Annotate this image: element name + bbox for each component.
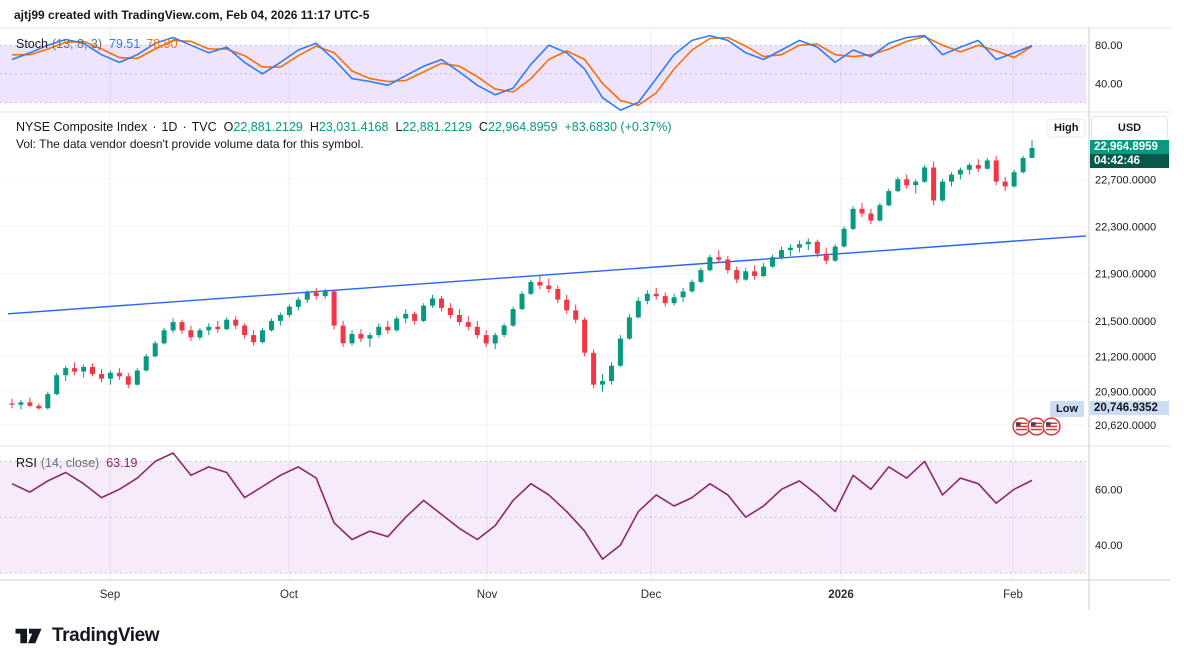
stoch-k-value: 79.51 — [109, 37, 141, 51]
legend-separator: · — [182, 120, 187, 134]
change-value: +83.6830 (+0.37%) — [564, 120, 672, 134]
svg-text:20,620.0000: 20,620.0000 — [1095, 420, 1156, 432]
chart-canvas[interactable]: 22,700.0000 22,300.0000 21,900.0000 21,500.… — [0, 0, 1184, 612]
rsi-params: (14, close) — [40, 456, 100, 470]
bar-countdown: 04:42:46 — [1090, 154, 1169, 168]
low-letter: L — [395, 120, 403, 134]
last-price-badge: 22,964.8959 04:42:46 — [1090, 140, 1169, 168]
symbol-exchange: TVC — [191, 120, 217, 134]
svg-text:60.00: 60.00 — [1095, 484, 1123, 496]
open-value: 22,881.2129 — [233, 120, 303, 134]
footer-branding: TradingView — [14, 623, 160, 649]
close-value: 22,964.8959 — [487, 120, 558, 134]
svg-text:Sep: Sep — [100, 589, 120, 601]
svg-text:40.00: 40.00 — [1095, 540, 1123, 552]
svg-text:80.00: 80.00 — [1095, 40, 1123, 52]
rsi-value: 63.19 — [106, 456, 138, 470]
svg-text:40.00: 40.00 — [1095, 78, 1123, 90]
rsi-indicator-legend[interactable]: RSI (14, close) 63.19 — [16, 456, 137, 470]
low-marker-chip: Low — [1050, 400, 1084, 417]
svg-text:Dec: Dec — [641, 589, 662, 601]
rsi-line — [11, 452, 1033, 560]
stoch-name[interactable]: Stoch — [16, 37, 48, 51]
brand-wordmark: TradingView — [52, 625, 160, 646]
grid — [0, 28, 1086, 580]
svg-text:Feb: Feb — [1003, 589, 1023, 601]
high-letter: H — [309, 120, 319, 134]
rsi-panel — [0, 452, 1086, 574]
high-value: 23,031.4168 — [318, 120, 389, 134]
snapshot-attribution: ajtj99 created with TradingView.com, Feb… — [14, 8, 370, 22]
symbol-legend[interactable]: NYSE Composite Index · 1D · TVC O22,881.2129 H… — [16, 120, 671, 134]
economic-event-flags[interactable] — [1012, 417, 1061, 436]
symbol-interval[interactable]: 1D — [161, 120, 178, 134]
price-axis[interactable] — [1089, 28, 1170, 580]
svg-text:21,200.0000: 21,200.0000 — [1095, 351, 1156, 363]
svg-text:Oct: Oct — [280, 589, 299, 601]
tradingview-logo-icon[interactable] — [14, 623, 44, 649]
legend-separator: · — [152, 120, 157, 134]
trend-line — [7, 235, 1087, 315]
svg-text:Nov: Nov — [477, 589, 498, 601]
currency-label[interactable]: USD — [1091, 116, 1168, 141]
stoch-k-line — [11, 34, 1033, 111]
us-flag-icon[interactable] — [1042, 417, 1061, 436]
svg-text:21,900.0000: 21,900.0000 — [1095, 269, 1156, 281]
low-value: 22,881.2129 — [402, 120, 472, 134]
low-price-badge: 20,746.9352 — [1090, 400, 1169, 415]
stoch-params: (13, 8, 3) — [51, 37, 102, 51]
svg-text:20,900.0000: 20,900.0000 — [1095, 387, 1156, 399]
open-letter: O — [223, 120, 234, 134]
symbol-title[interactable]: NYSE Composite Index — [16, 120, 148, 134]
stoch-indicator-legend[interactable]: Stoch (13, 8, 3) 79.51 78.90 — [16, 37, 178, 51]
stoch-d-value: 78.90 — [146, 37, 178, 51]
svg-text:21,500.0000: 21,500.0000 — [1095, 316, 1156, 328]
close-letter: C — [478, 120, 488, 134]
time-axis[interactable] — [0, 581, 1089, 610]
axis-labels: 22,700.0000 22,300.0000 21,900.0000 21,500.… — [100, 40, 1156, 601]
volume-unavailable-note: Vol: The data vendor doesn't provide vol… — [16, 137, 364, 151]
high-marker-chip: High — [1048, 120, 1085, 136]
panel-frame — [0, 27, 1170, 610]
svg-text:2026: 2026 — [828, 589, 854, 601]
stoch-panel — [0, 34, 1086, 111]
price-panel — [7, 140, 1087, 410]
last-price-value: 22,964.8959 — [1090, 140, 1169, 154]
svg-text:22,700.0000: 22,700.0000 — [1095, 174, 1156, 186]
rsi-name[interactable]: RSI — [16, 456, 37, 470]
svg-text:22,300.0000: 22,300.0000 — [1095, 222, 1156, 234]
